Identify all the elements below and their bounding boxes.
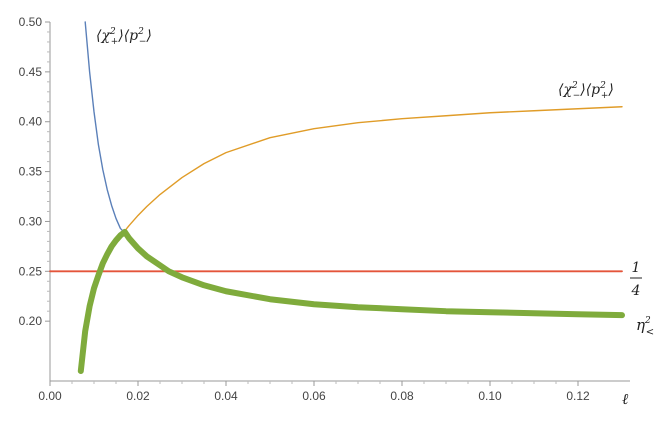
x-axis-label: ℓ: [622, 390, 628, 408]
x-tick-label: 0.00: [38, 389, 62, 403]
y-tick-label: 0.25: [19, 264, 43, 278]
y-tick-label: 0.40: [19, 115, 43, 129]
axes: [49, 22, 630, 382]
series-label-one-quarter: 1 4: [630, 260, 642, 299]
x-tick-label: 0.10: [478, 389, 502, 403]
y-tick-label: 0.20: [19, 314, 43, 328]
series-label-chi-plus-p-minus: ⟨χ2 +⟩⟨p2 −⟩: [96, 27, 152, 47]
svg-text:1: 1: [632, 260, 641, 276]
x-tick-label: 0.02: [126, 389, 150, 403]
tick-marks: [45, 21, 579, 386]
svg-text:4: 4: [631, 283, 641, 299]
x-tick-label: 0.06: [302, 389, 326, 403]
y-tick-label: 0.45: [19, 65, 43, 79]
series-label-chi-minus-p-plus: ⟨χ2 −⟩⟨p2 +⟩: [558, 81, 614, 101]
y-tick-label: 0.50: [19, 15, 43, 29]
series-label-eta-squared: η2 <: [636, 316, 654, 338]
x-tick-label: 0.08: [390, 389, 414, 403]
y-tick-label: 0.35: [19, 165, 43, 179]
series-line-chi-minus-p-plus: [80, 106, 623, 372]
x-tick-label: 0.04: [214, 389, 238, 403]
series-line-eta-squared: [77, 228, 625, 375]
series-lines: [49, 21, 625, 375]
y-tick-label: 0.30: [19, 214, 43, 228]
x-tick-label: 0.12: [566, 389, 590, 403]
tick-labels: 0.00 0.02 0.04 0.06 0.08 0.10 0.12 0.20 0.25 0.30…: [19, 15, 590, 403]
